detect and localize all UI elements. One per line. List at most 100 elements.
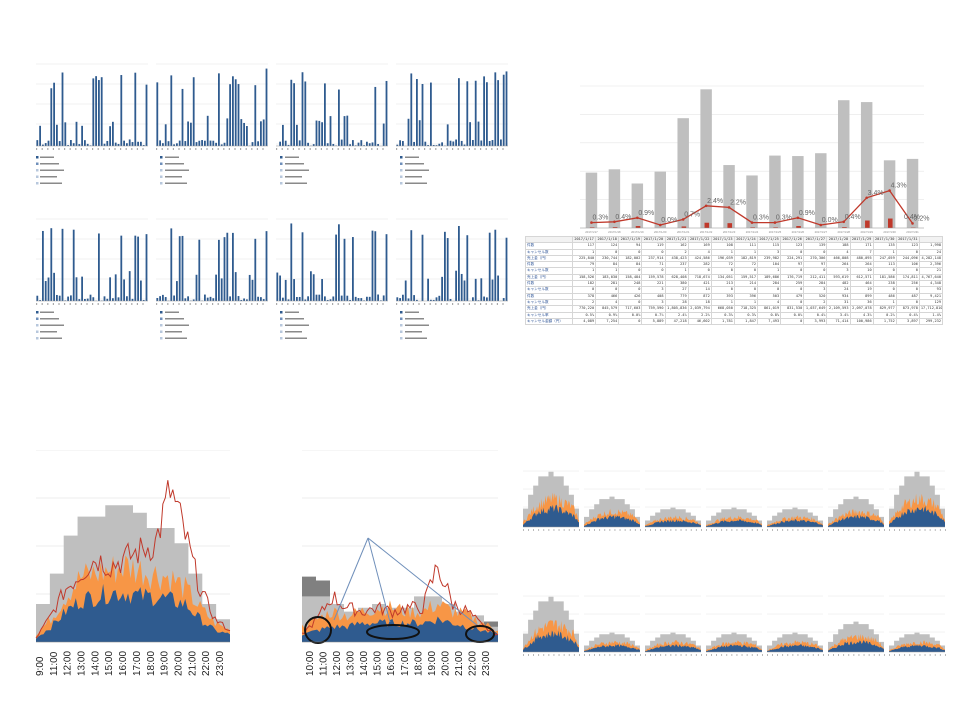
x-tick-label: 2017/1/23 — [723, 230, 736, 234]
tick-mark — [660, 654, 662, 656]
bar — [176, 143, 178, 146]
bar — [746, 175, 758, 228]
rate-point — [636, 216, 639, 220]
bar — [50, 228, 53, 301]
table-row: キャンセル数 0 0 0 3 27 14 0 0 0 0 3 24 19 0 0 93 — [525, 286, 943, 294]
tick-mark — [457, 148, 459, 150]
tick-mark — [480, 148, 482, 150]
tick-mark — [429, 148, 431, 150]
tick-mark — [614, 529, 616, 531]
tick-mark — [343, 303, 345, 305]
bar — [326, 299, 329, 301]
cancel-bar — [727, 223, 733, 228]
tick-mark — [292, 148, 294, 150]
tick-mark — [262, 303, 264, 305]
tick-mark — [332, 303, 334, 305]
tick-mark — [440, 148, 442, 150]
tick-mark — [142, 303, 144, 305]
bar — [134, 235, 137, 301]
table-cell: 4,348 — [918, 280, 943, 288]
bar — [128, 271, 131, 301]
tick-mark — [924, 529, 926, 531]
bar — [159, 296, 161, 301]
tick-mark — [276, 303, 278, 305]
small-multiples-area-panel — [523, 465, 948, 677]
bar — [162, 143, 164, 146]
area-layer-blue — [645, 519, 701, 527]
tick-mark — [418, 303, 420, 305]
small-bar-chart — [396, 218, 508, 340]
tick-mark — [685, 529, 687, 531]
legend-text — [40, 169, 64, 171]
table-cell: 4,767,640 — [918, 273, 943, 282]
bar — [301, 232, 304, 301]
rate-label: 3.4% — [868, 190, 884, 197]
tick-mark — [873, 654, 875, 656]
table-header-cell: 2017/1/24 — [733, 236, 759, 244]
tick-mark — [929, 654, 931, 656]
area-line-red — [35, 480, 231, 639]
bar — [220, 144, 223, 146]
tick-mark — [463, 148, 465, 150]
legend-swatch — [160, 175, 163, 178]
bar — [257, 141, 259, 146]
rate-point — [911, 222, 914, 225]
bar — [167, 141, 170, 146]
tick-mark — [579, 529, 580, 531]
legend-swatch — [400, 182, 403, 185]
bar — [446, 238, 449, 301]
bar — [438, 143, 441, 146]
tick-mark — [533, 529, 534, 531]
bar — [56, 294, 58, 301]
table-row: 売上金（円） 770,220 845,579 717,603 759,590 1,805,… — [525, 305, 943, 313]
bar — [494, 72, 497, 146]
area-layer-blue — [828, 640, 884, 652]
bar — [190, 122, 192, 146]
bar — [70, 140, 72, 146]
bar — [488, 141, 491, 146]
bar — [438, 295, 441, 301]
bar — [212, 298, 215, 301]
tick-mark — [767, 529, 768, 531]
tick-mark — [929, 529, 931, 531]
small-area-chart — [706, 470, 763, 531]
legend-swatch — [280, 162, 283, 165]
legend-swatch — [160, 156, 163, 159]
tick-mark — [848, 529, 850, 531]
rate-point — [842, 220, 846, 224]
tick-mark — [884, 654, 885, 656]
tick-mark — [853, 529, 855, 531]
area-layer-blue — [889, 644, 945, 652]
bar — [164, 124, 167, 146]
bar — [430, 82, 432, 146]
bar — [112, 121, 114, 146]
table-row: キャンセル数 2 4 0 3 28 18 1 1 4 0 2 31 36 1 0 129 — [525, 298, 943, 307]
bar — [260, 297, 262, 301]
tick-mark — [326, 303, 328, 305]
tick-mark — [894, 529, 895, 531]
tick-mark — [599, 529, 601, 531]
tick-mark — [772, 529, 773, 531]
tick-mark — [320, 303, 322, 305]
rate-point — [819, 223, 823, 227]
bar — [237, 84, 240, 146]
small-area-chart — [523, 470, 580, 531]
table-cell: 71,414 — [826, 317, 851, 326]
bar — [95, 76, 97, 146]
bar — [326, 143, 329, 146]
annotation-circle — [304, 616, 332, 644]
bar — [860, 102, 873, 228]
legend-swatch — [400, 337, 403, 340]
tick-mark — [435, 148, 437, 150]
tick-mark — [125, 148, 127, 150]
daily-orders-cancel-rate-chart: 0.3% 0.4% 0.9% 0.0% 0.7% 2.4% 2.2% 0.3% 0.3% 0.9%… — [580, 85, 930, 234]
tick-mark — [604, 654, 606, 656]
cancel-bar — [681, 226, 687, 228]
legend-swatch — [280, 156, 283, 159]
bar — [352, 140, 354, 146]
tick-mark — [41, 303, 43, 305]
table-cell: 1,752 — [872, 317, 897, 326]
tick-mark — [212, 148, 214, 150]
legend-swatch — [280, 330, 283, 333]
tick-mark — [619, 654, 621, 656]
